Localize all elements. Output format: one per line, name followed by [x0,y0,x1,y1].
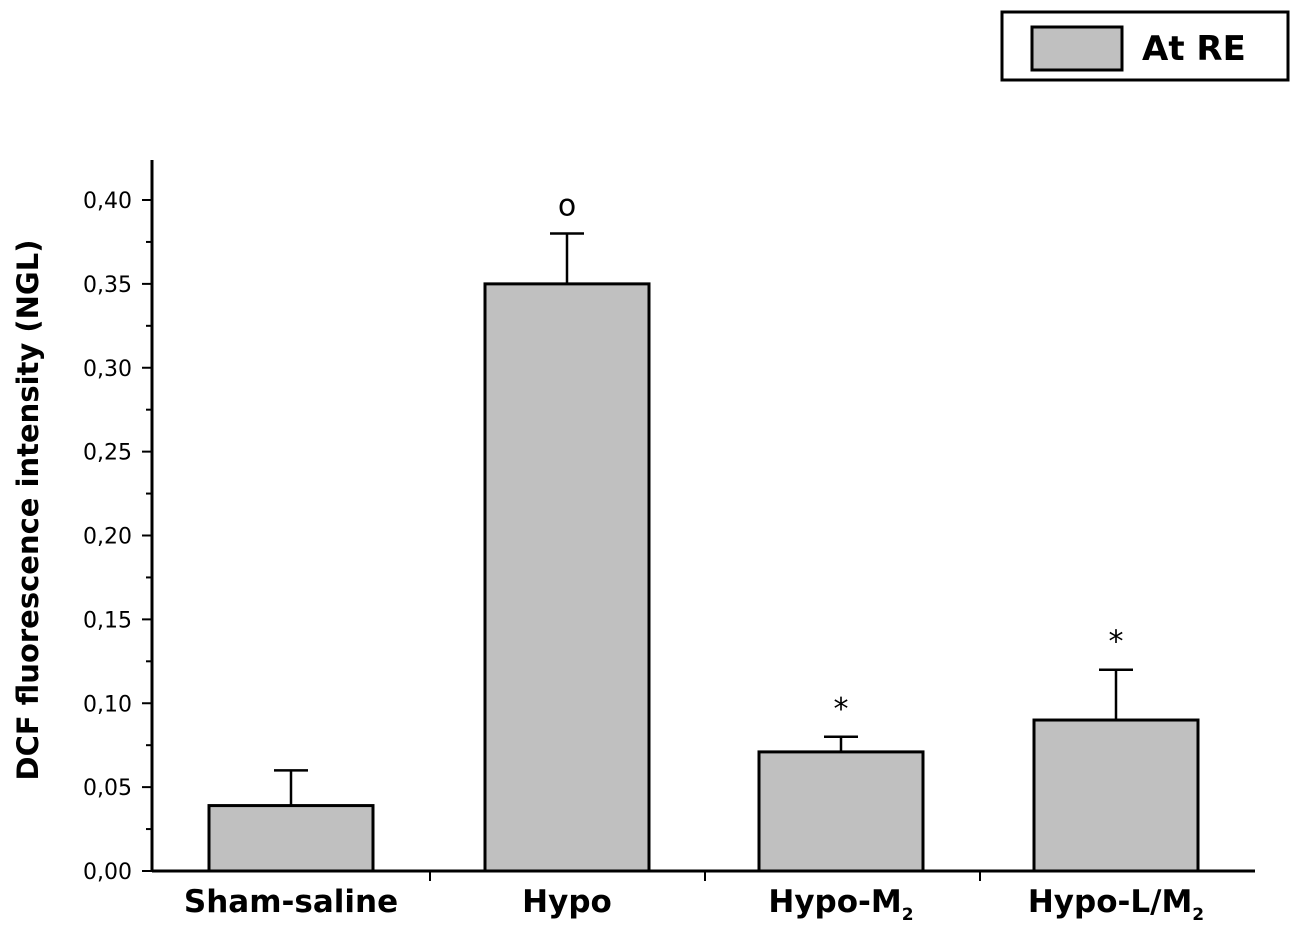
x-tick-label-main: Hypo-L/M [1028,884,1192,920]
y-tick-label: 0,05 [83,776,132,801]
y-tick-label: 0,30 [83,357,132,382]
y-tick-label: 0,25 [83,441,132,466]
x-tick-label-main: Hypo [522,884,612,920]
y-tick-label: 0,00 [83,860,132,885]
significance-marker: * [834,692,849,727]
x-tick-label-main: Sham-saline [184,884,398,920]
y-tick-label: 0,35 [83,273,132,298]
significance-marker: o [558,189,576,224]
bar [1032,718,1200,873]
x-tick-label: Sham-saline [184,884,398,920]
x-tick-label: Hypo-M2 [768,884,913,925]
x-tick-label: Hypo [522,884,612,920]
x-tick-label: Hypo-L/M2 [1028,884,1204,925]
y-tick-label: 0,20 [83,525,132,550]
bar [207,804,375,873]
legend-swatch [1030,25,1124,72]
x-tick-label-subscript: 2 [1192,905,1204,925]
bar [757,750,925,873]
significance-marker: * [1109,625,1124,660]
y-tick-label: 0,15 [83,608,132,633]
legend: At RE [1000,10,1290,82]
legend-label: At RE [1142,29,1246,69]
y-axis-label: DCF fluorescence intensity (NGL) [11,240,45,781]
y-tick-label: 0,10 [83,692,132,717]
bar [483,282,651,873]
y-tick-label: 0,40 [83,189,132,214]
x-tick-label-subscript: 2 [902,905,914,925]
x-tick-label-main: Hypo-M [768,884,901,920]
